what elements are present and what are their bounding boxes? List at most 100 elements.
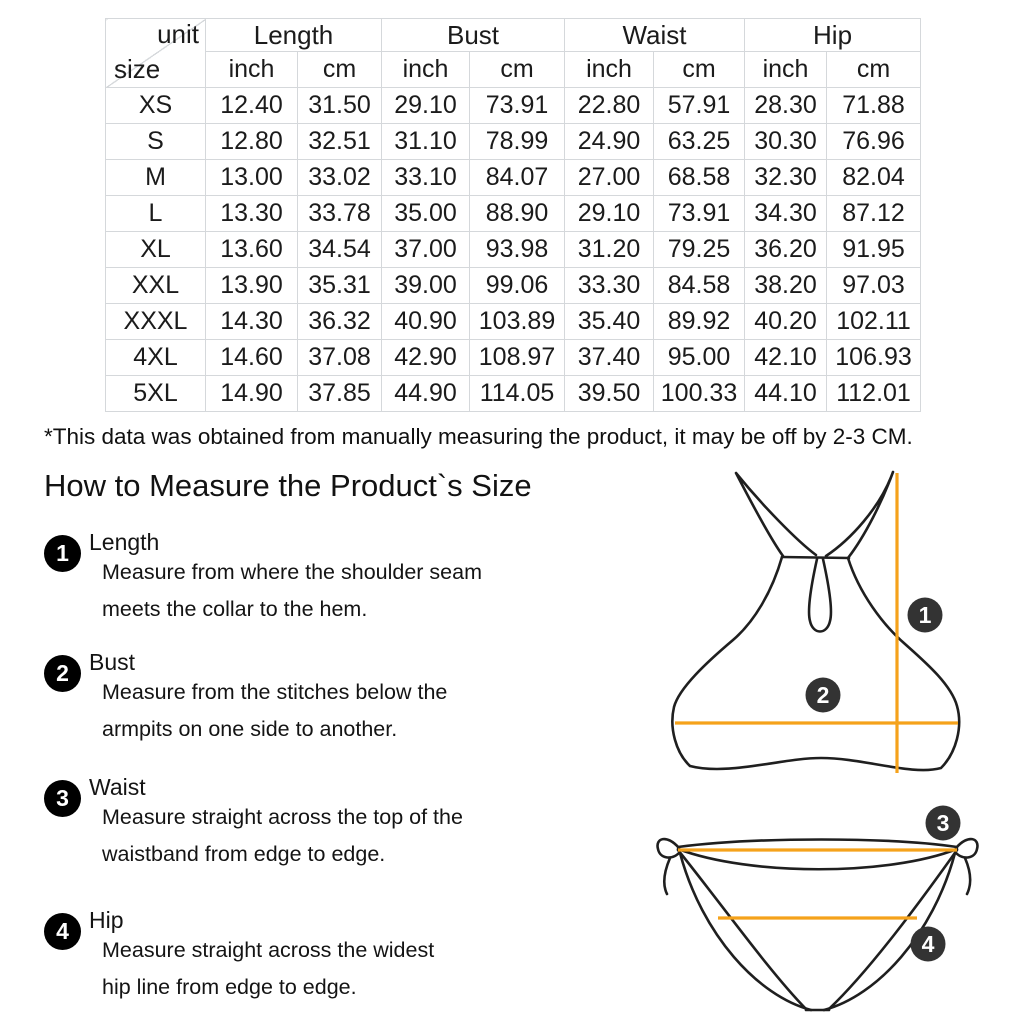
value-cell: 73.91 [652,195,746,232]
value-cell: 29.10 [564,195,654,232]
marker-2: 2 [805,677,841,713]
value-cell: 87.12 [826,195,922,232]
table-row: XXL 13.90 35.31 39.00 99.06 33.30 84.58 38.20 97… [105,267,922,304]
step-waist: 3 Waist Measure straight across the top … [44,775,544,873]
step-length: 1 Length Measure from where the shoulder… [44,530,544,628]
value-cell: 13.00 [205,159,298,196]
value-cell: 99.06 [469,267,565,304]
value-cell: 95.00 [652,339,746,376]
unit-header: inch [564,51,654,88]
top-body-outline [671,555,961,772]
value-cell: 33.10 [381,159,470,196]
value-cell: 76.96 [826,123,922,160]
value-cell: 91.95 [826,231,922,268]
value-cell: 13.60 [205,231,298,268]
value-cell: 38.20 [744,267,828,304]
group-header-bust: Bust [381,18,565,52]
marker-2-circle [805,677,841,713]
value-cell: 97.03 [826,267,922,304]
size-cell: XXL [105,267,206,304]
marker-3: 3 [925,805,961,841]
step-4-title: Hip [89,907,124,933]
value-cell: 79.25 [652,231,746,268]
group-header-hip: Hip [744,18,922,52]
value-cell: 35.40 [564,303,654,340]
size-cell: 5XL [105,375,206,412]
value-cell: 14.30 [205,303,298,340]
value-cell: 68.58 [652,159,746,196]
value-cell: 31.10 [381,123,470,160]
value-cell: 112.01 [826,375,922,412]
value-cell: 63.25 [652,123,746,160]
step-4-badge: 4 [44,913,81,950]
waistband-inner-curve [676,847,959,871]
value-cell: 27.00 [564,159,654,196]
keyhole-cutout [807,557,833,633]
table-corner-cell: unit size [105,18,206,88]
value-cell: 89.92 [652,303,746,340]
value-cell: 37.00 [381,231,470,268]
value-cell: 71.88 [826,87,922,124]
value-cell: 73.91 [469,87,565,124]
measurement-disclaimer: *This data was obtained from manually me… [44,424,913,449]
value-cell: 24.90 [564,123,654,160]
unit-header: cm [469,51,565,88]
table-row: XXXL 14.30 36.32 40.90 103.89 35.40 89.92 40.20… [105,303,922,340]
value-cell: 78.99 [469,123,565,160]
step-2-description: Measure from the stitches below the armp… [102,680,448,741]
unit-header: inch [381,51,470,88]
value-cell: 44.10 [744,375,828,412]
corner-unit-label: unit [157,19,199,49]
table-group-header-row: unit size Length Bust Waist Hip [105,18,922,88]
right-strap-outline [824,470,895,560]
step-bust: 2 Bust Measure from the stitches below t… [44,650,544,748]
table-unit-header-row: inch cm inch cm inch cm inch cm [106,51,922,88]
table-row: L 13.30 33.78 35.00 88.90 29.10 73.91 34.30 87.1… [105,195,922,232]
value-cell: 35.31 [297,267,382,304]
value-cell: 28.30 [744,87,828,124]
unit-header: inch [205,51,298,88]
step-3-description: Measure straight across the top of the w… [102,805,463,866]
size-cell: XL [105,231,206,268]
value-cell: 84.58 [652,267,746,304]
value-cell: 42.90 [381,339,470,376]
step-3-title: Waist [89,774,146,800]
size-cell: M [105,159,206,196]
value-cell: 37.85 [297,375,382,412]
value-cell: 31.50 [297,87,382,124]
value-cell: 33.30 [564,267,654,304]
size-cell: XXXL [105,303,206,340]
marker-3-label: 3 [937,810,950,836]
value-cell: 88.90 [469,195,565,232]
howto-section-heading: How to Measure the Product`s Size [44,468,532,503]
value-cell: 93.98 [469,231,565,268]
marker-4: 4 [910,926,946,962]
left-inner-curve [678,851,813,1012]
value-cell: 30.30 [744,123,828,160]
unit-header: inch [744,51,828,88]
left-strap-outline [734,471,818,558]
value-cell: 14.90 [205,375,298,412]
left-outer-edge [676,848,808,1011]
value-cell: 32.51 [297,123,382,160]
value-cell: 34.30 [744,195,828,232]
value-cell: 84.07 [469,159,565,196]
right-inner-curve [822,851,957,1012]
marker-1: 1 [907,597,943,633]
value-cell: 12.80 [205,123,298,160]
table-row: S 12.80 32.51 31.10 78.99 24.90 63.25 30.30 76.9… [105,123,922,160]
value-cell: 114.05 [469,375,565,412]
value-cell: 82.04 [826,159,922,196]
value-cell: 35.00 [381,195,470,232]
marker-4-circle [910,926,946,962]
value-cell: 34.54 [297,231,382,268]
group-header-waist: Waist [563,18,746,52]
value-cell: 36.20 [744,231,828,268]
bikini-bottom-diagram: 3 4 [656,805,979,1012]
table-row: 5XL 14.90 37.85 44.90 114.05 39.50 100.33 44.10… [105,375,922,412]
left-tie-bow [656,837,681,896]
value-cell: 33.02 [297,159,382,196]
size-chart-table: unit size Length Bust Waist Hip inch cm … [105,18,922,412]
value-cell: 40.20 [744,303,828,340]
bikini-top-diagram: 1 2 [671,470,961,773]
